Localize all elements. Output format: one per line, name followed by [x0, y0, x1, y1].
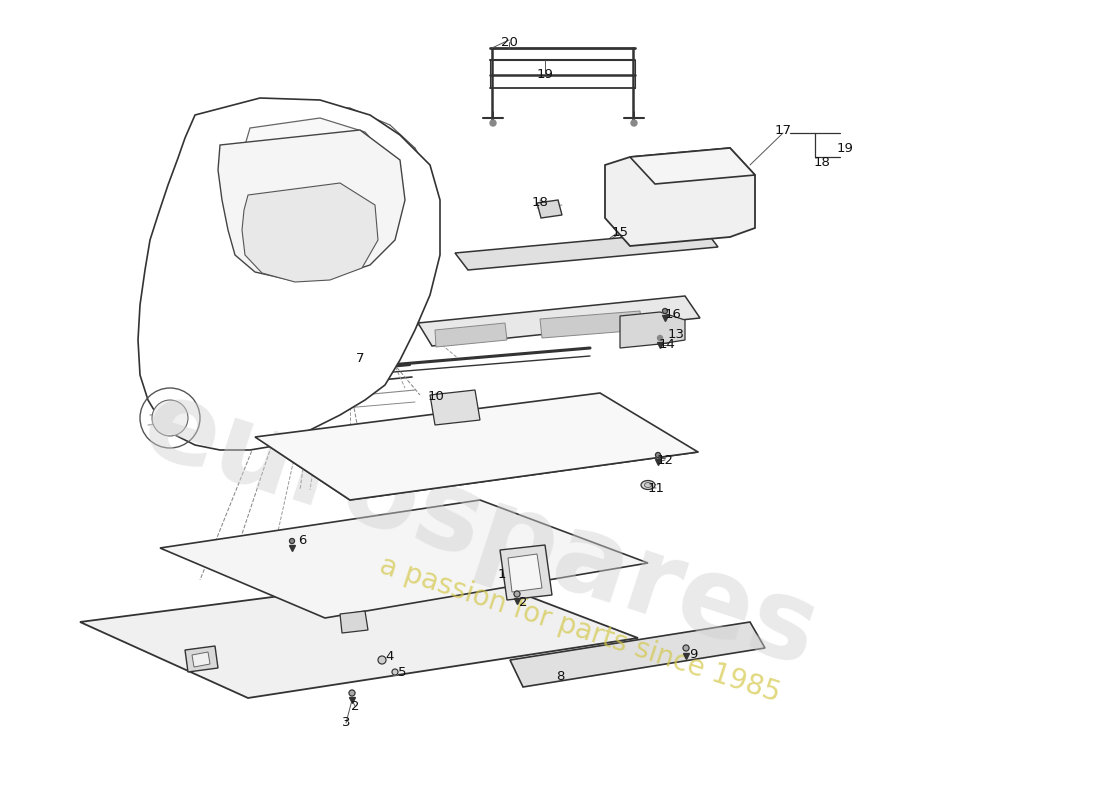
- Circle shape: [152, 400, 188, 436]
- Text: 12: 12: [657, 454, 673, 466]
- Polygon shape: [508, 554, 542, 592]
- Polygon shape: [255, 393, 698, 500]
- Polygon shape: [510, 622, 764, 687]
- Text: 10: 10: [428, 390, 444, 402]
- Circle shape: [683, 645, 689, 651]
- Polygon shape: [434, 323, 507, 347]
- Polygon shape: [540, 311, 642, 338]
- Polygon shape: [185, 646, 218, 672]
- Text: 5: 5: [398, 666, 406, 678]
- Text: 18: 18: [531, 195, 549, 209]
- Text: 3: 3: [342, 717, 350, 730]
- Circle shape: [514, 591, 520, 597]
- Text: 9: 9: [689, 649, 697, 662]
- Polygon shape: [418, 296, 700, 346]
- Polygon shape: [138, 98, 440, 450]
- Circle shape: [656, 453, 660, 458]
- Polygon shape: [340, 611, 368, 633]
- Ellipse shape: [645, 482, 651, 487]
- Text: 15: 15: [612, 226, 628, 239]
- Text: 4: 4: [386, 650, 394, 663]
- Circle shape: [490, 120, 496, 126]
- Polygon shape: [630, 148, 755, 184]
- Text: 17: 17: [774, 123, 792, 137]
- Circle shape: [631, 120, 637, 126]
- Circle shape: [662, 309, 668, 314]
- Text: 14: 14: [659, 338, 675, 351]
- Polygon shape: [455, 230, 718, 270]
- Polygon shape: [242, 183, 378, 282]
- Circle shape: [378, 656, 386, 664]
- Text: 13: 13: [668, 329, 684, 342]
- Polygon shape: [218, 130, 405, 280]
- Text: 11: 11: [648, 482, 664, 494]
- Text: 16: 16: [664, 309, 681, 322]
- Text: a passion for parts since 1985: a passion for parts since 1985: [376, 552, 784, 708]
- Text: 19: 19: [837, 142, 854, 154]
- Text: 8: 8: [556, 670, 564, 683]
- Ellipse shape: [641, 481, 654, 490]
- Polygon shape: [500, 545, 552, 600]
- Text: 2: 2: [351, 699, 360, 713]
- Text: 20: 20: [500, 35, 517, 49]
- Text: 7: 7: [355, 351, 364, 365]
- Circle shape: [658, 335, 662, 341]
- Text: 6: 6: [298, 534, 306, 547]
- Polygon shape: [430, 390, 480, 425]
- Polygon shape: [160, 500, 648, 618]
- Polygon shape: [620, 312, 685, 348]
- Text: 1: 1: [497, 569, 506, 582]
- Polygon shape: [537, 200, 562, 218]
- Circle shape: [349, 690, 355, 696]
- Text: 18: 18: [814, 157, 830, 170]
- Polygon shape: [605, 148, 755, 246]
- Text: 2: 2: [519, 595, 527, 609]
- Polygon shape: [235, 118, 388, 240]
- Text: 19: 19: [537, 69, 553, 82]
- Polygon shape: [80, 572, 638, 698]
- Text: eurospares: eurospares: [130, 370, 830, 690]
- Circle shape: [392, 669, 398, 675]
- Circle shape: [289, 538, 295, 543]
- Polygon shape: [192, 652, 210, 667]
